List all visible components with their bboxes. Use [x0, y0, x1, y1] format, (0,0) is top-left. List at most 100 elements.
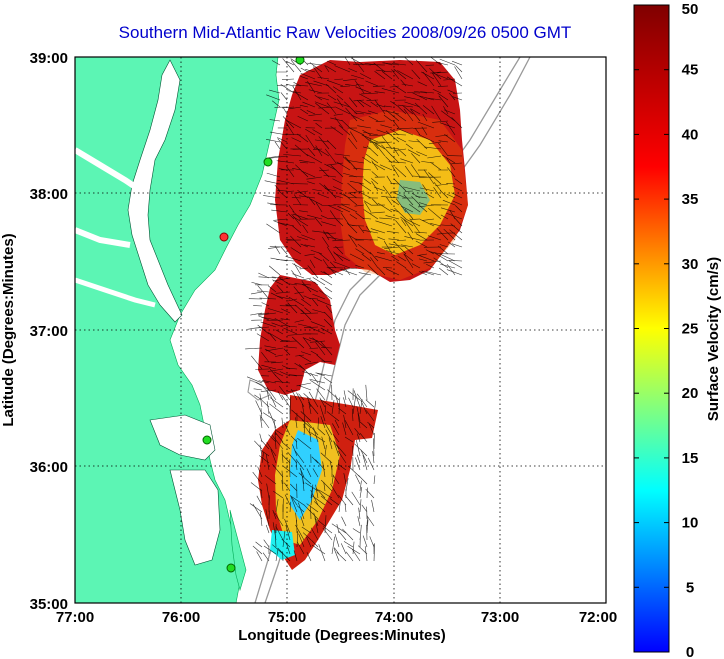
velocity-vector	[324, 65, 330, 73]
velocity-vector	[309, 347, 319, 349]
velocity-vector	[345, 107, 358, 122]
velocity-vector	[250, 482, 263, 492]
x-tick-label: 76:00	[162, 609, 200, 626]
velocity-vector	[451, 60, 463, 66]
velocity-vector	[275, 291, 291, 294]
velocity-vector	[312, 309, 326, 314]
velocity-vector	[281, 417, 284, 429]
velocity-vector	[292, 263, 302, 269]
velocity-vector	[403, 253, 414, 262]
velocity-vector	[404, 101, 421, 108]
velocity-vector	[340, 269, 358, 276]
velocity-vector	[422, 218, 435, 221]
velocity-vector	[320, 341, 333, 356]
velocity-vector	[455, 205, 463, 213]
velocity-vector	[265, 509, 270, 527]
velocity-vector	[317, 193, 330, 199]
velocity-vector	[269, 367, 277, 377]
velocity-vector	[253, 388, 263, 391]
velocity-vector	[275, 526, 284, 541]
velocity-vector	[424, 146, 442, 150]
velocity-vector	[308, 403, 312, 415]
velocity-vector	[250, 312, 263, 316]
velocity-vector	[390, 190, 400, 193]
velocity-vector	[323, 174, 337, 178]
velocity-vector	[336, 98, 344, 108]
velocity-vector	[358, 507, 361, 520]
velocity-vector	[257, 466, 263, 478]
velocity-vector	[285, 256, 302, 262]
velocity-vector	[328, 205, 344, 213]
velocity-vector	[385, 130, 400, 143]
velocity-vector	[283, 348, 291, 356]
velocity-vector	[277, 391, 284, 401]
velocity-vector	[313, 80, 330, 87]
velocity-vector	[313, 427, 319, 443]
velocity-vector	[362, 156, 372, 164]
velocity-vector	[301, 277, 312, 281]
velocity-vector	[269, 397, 284, 408]
velocity-vector	[317, 428, 326, 436]
velocity-vector	[318, 96, 330, 101]
velocity-vector	[384, 246, 400, 249]
velocity-vector	[427, 235, 442, 241]
velocity-vector	[305, 134, 316, 150]
velocity-vector	[353, 63, 372, 66]
velocity-vector	[363, 200, 372, 206]
velocity-vector	[391, 255, 400, 262]
colorbar	[633, 4, 670, 653]
velocity-vector	[359, 93, 372, 101]
velocity-vector	[301, 419, 312, 429]
colorbar-tick-label: 40	[682, 126, 699, 143]
velocity-vector	[392, 62, 407, 66]
velocity-vector	[425, 271, 442, 276]
velocity-vector	[342, 156, 351, 164]
velocity-vector	[322, 461, 326, 478]
velocity-vector	[306, 503, 319, 513]
velocity-vector	[269, 119, 281, 122]
velocity-vector	[367, 264, 379, 276]
colorbar-tick-label: 45	[682, 62, 699, 79]
velocity-vector	[294, 319, 305, 323]
velocity-vector	[355, 474, 361, 485]
velocity-vector	[296, 236, 309, 241]
velocity-vector	[446, 269, 463, 276]
velocity-vector	[288, 298, 298, 302]
velocity-vector	[333, 261, 351, 269]
velocity-vector	[438, 140, 449, 143]
velocity-vector	[355, 248, 365, 255]
velocity-vector	[303, 423, 306, 436]
colorbar-tick-label: 10	[682, 515, 699, 532]
velocity-vector	[291, 213, 302, 227]
velocity-vector	[443, 228, 456, 241]
velocity-vector	[323, 319, 333, 328]
velocity-vector	[373, 475, 376, 485]
velocity-vector	[309, 62, 323, 73]
x-axis-label: Longitude (Degrees:Minutes)	[238, 627, 446, 644]
velocity-vector	[453, 216, 463, 227]
velocity-vector	[263, 545, 277, 555]
velocity-vector	[452, 200, 463, 206]
velocity-vector	[301, 284, 319, 293]
velocity-vector	[311, 539, 319, 548]
velocity-vector	[312, 129, 323, 136]
velocity-vector	[411, 69, 421, 80]
velocity-vector	[291, 388, 298, 401]
velocity-vector	[317, 373, 326, 377]
velocity-vector	[320, 327, 333, 335]
velocity-vector	[344, 156, 358, 171]
velocity-vector	[388, 238, 400, 241]
velocity-vector	[446, 121, 456, 136]
velocity-vector	[409, 218, 421, 234]
velocity-vector	[260, 389, 277, 392]
velocity-vector	[338, 494, 347, 506]
velocity-vector	[260, 449, 270, 457]
velocity-vector	[402, 105, 414, 115]
velocity-vector	[343, 266, 351, 276]
velocity-vector	[293, 194, 302, 206]
velocity-vector	[362, 217, 372, 220]
velocity-vector	[446, 264, 456, 276]
velocity-vector	[365, 384, 368, 401]
velocity-vector	[304, 244, 316, 248]
velocity-vector	[326, 162, 344, 166]
